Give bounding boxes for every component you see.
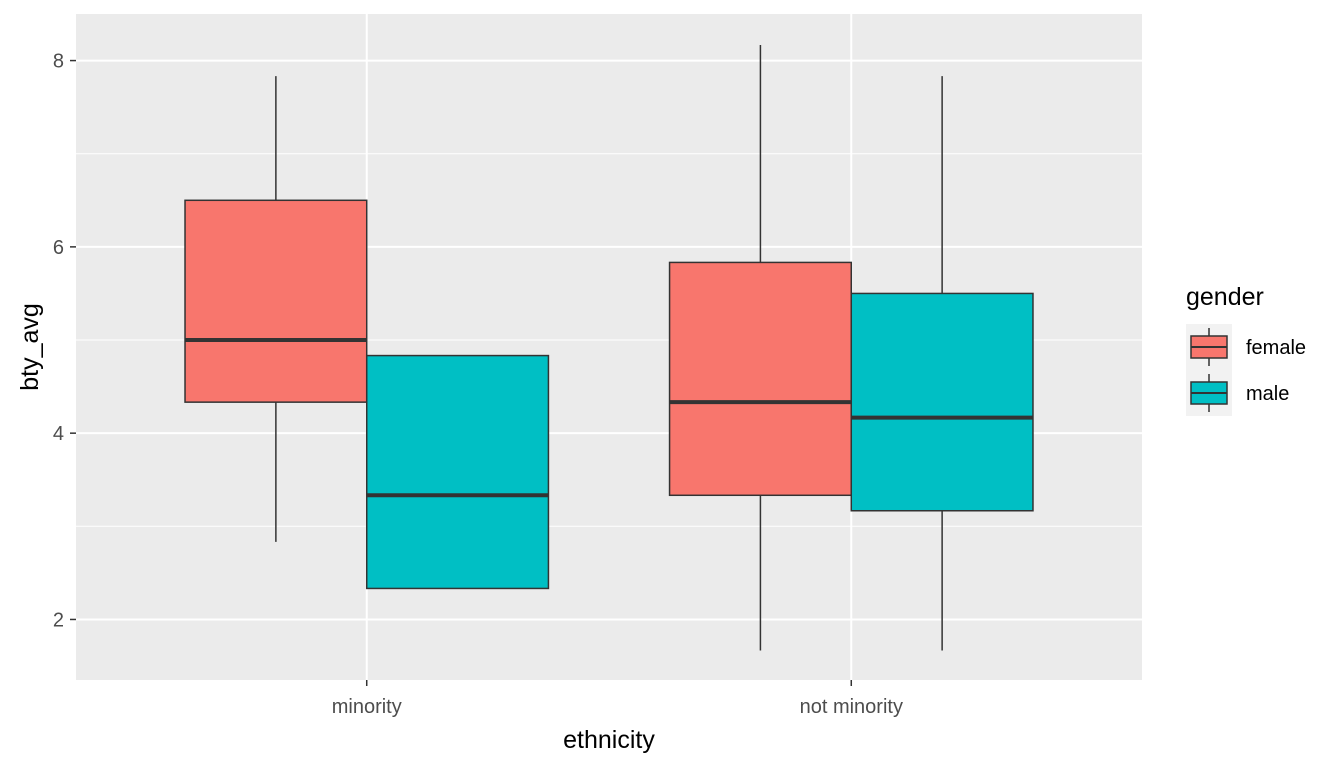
y-tick-label: 4 (53, 423, 64, 445)
box-iqr (668, 261, 853, 497)
x-axis-title: ethnicity (563, 726, 655, 754)
legend-label-male: male (1246, 383, 1289, 405)
y-tick-label: 8 (53, 51, 64, 73)
y-axis: 2 4 6 8 (53, 51, 76, 631)
legend-key-female: female (1186, 324, 1306, 370)
grid-major (76, 14, 1142, 680)
y-axis-title: bty_avg (16, 303, 44, 391)
box-iqr (365, 354, 550, 590)
legend-title: gender (1186, 283, 1264, 311)
x-axis: minority not minority (332, 680, 903, 718)
legend: gender female male (1186, 283, 1306, 416)
y-tick-label: 6 (53, 237, 64, 259)
x-tick-label: minority (332, 696, 402, 718)
box-iqr (850, 292, 1034, 512)
box-female-minority (184, 76, 368, 542)
legend-key-male: male (1186, 370, 1289, 416)
box-iqr (184, 199, 368, 403)
legend-label-female: female (1246, 337, 1306, 359)
boxes (184, 45, 1034, 651)
box-male-not-minority (850, 76, 1034, 651)
box-male-minority (365, 354, 550, 590)
y-tick-label: 2 (53, 609, 64, 631)
box-female-not-minority (668, 45, 853, 651)
x-tick-label: not minority (800, 696, 903, 718)
